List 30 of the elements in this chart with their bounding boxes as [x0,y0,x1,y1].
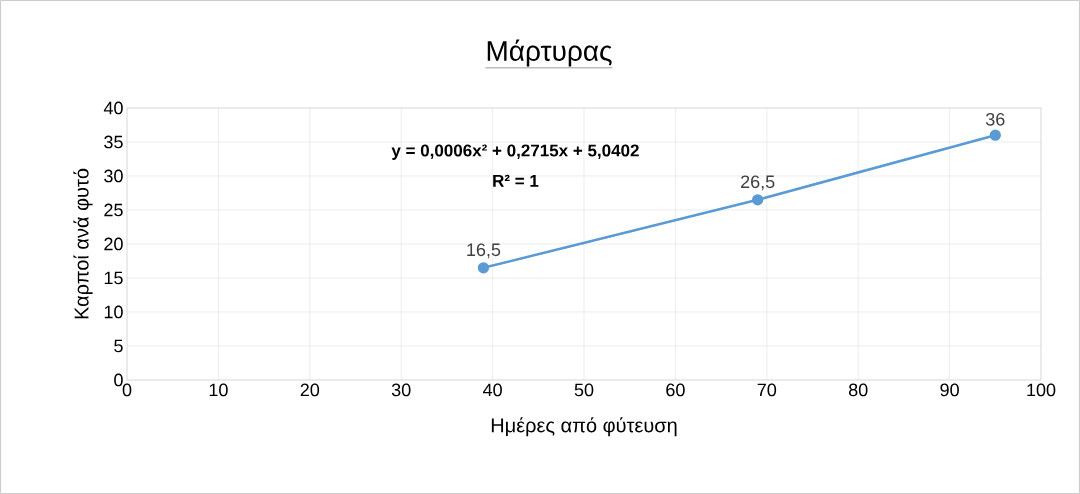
chart-title: Μάρτυρας [487,39,612,67]
point [989,129,1001,141]
y-tick-label: 25 [104,203,123,217]
data-label: 16,5 [467,243,501,259]
y-tick-label: 20 [104,237,123,251]
x-tick-label: 50 [574,383,594,397]
x-tick-label: 10 [209,383,228,397]
x-tick-label: 20 [300,383,320,397]
point [477,262,490,274]
annotation: y = 0,0006x² + 0,2715x + 5,0402 [391,144,639,160]
data-label: 36 [985,112,1005,126]
annotation: R² = 1 [493,174,539,187]
y-tick-label: 35 [104,135,123,149]
x-tick-label: 30 [391,383,411,397]
x-tick-label: 90 [940,383,959,397]
y-tick-label: 0 [114,373,123,387]
y-tick-label: 10 [104,305,123,319]
point [752,194,764,206]
y-tick-label: 5 [114,339,123,353]
y-tick-label: 40 [103,101,123,115]
x-tick-label: 100 [1027,383,1056,397]
data-label: 26,5 [741,175,775,191]
y-tick-label: 15 [104,271,123,285]
x-tick-label: 70 [757,383,777,397]
x-tick-label: 60 [666,383,685,397]
x-tick-label: 40 [483,383,502,397]
x-tick-label: 80 [848,383,868,397]
x-axis-title: Ημέρες από φύτευση [491,417,677,437]
y-tick-label: 30 [104,169,123,183]
y-axis-title: Καρποί ανά φυτό [73,168,93,319]
